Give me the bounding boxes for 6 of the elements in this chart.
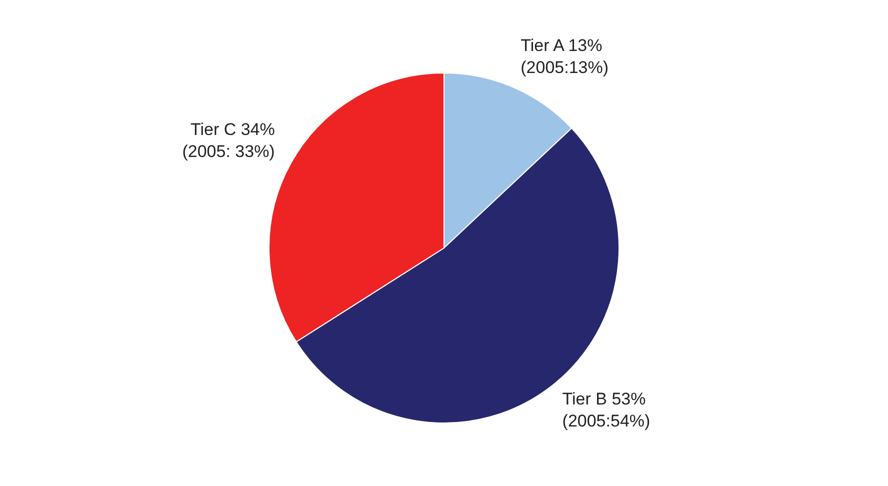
slice-label: Tier B 53% [562, 390, 646, 408]
slice-label: Tier C 34% [190, 120, 275, 140]
text: (2005: 33%) [182, 142, 275, 162]
text: (2005:54%) [562, 412, 650, 430]
text: (2005:13%) [520, 58, 609, 77]
slice-label: Tier A 13% [520, 36, 602, 55]
